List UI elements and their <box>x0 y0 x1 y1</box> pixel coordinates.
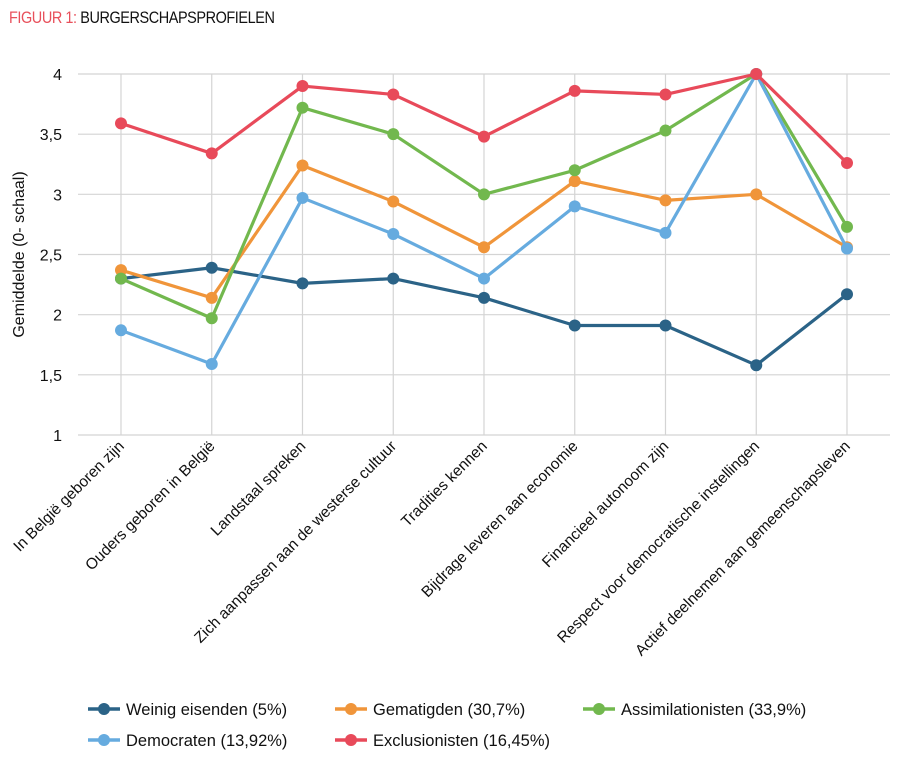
data-point <box>841 157 853 170</box>
legend-swatch-marker <box>345 734 357 746</box>
data-point <box>750 68 763 80</box>
x-tick-label: Landstaal spreken <box>208 438 310 540</box>
y-tick-label: 3,5 <box>40 127 62 144</box>
data-point <box>387 195 400 208</box>
data-point <box>478 188 490 201</box>
y-axis-label: Gemiddelde (0- schaal) <box>11 171 28 337</box>
y-tick-label: 3 <box>53 187 62 204</box>
data-point <box>750 188 763 201</box>
data-point <box>115 264 127 277</box>
legend-label: Gematigden (30,7%) <box>373 701 525 719</box>
legend-label: Democraten (13,92%) <box>126 732 287 750</box>
data-point <box>205 291 218 304</box>
legend-swatch-marker <box>98 703 110 715</box>
figure-title-text: BURGERSCHAPSPROFIELEN <box>80 8 275 27</box>
y-tick-label: 1 <box>53 428 62 445</box>
figure-prefix: FIGUUR 1: <box>9 8 77 27</box>
data-point <box>205 358 218 371</box>
data-point <box>478 130 490 143</box>
data-point <box>659 88 672 101</box>
data-point <box>478 272 490 285</box>
data-point <box>478 291 490 304</box>
data-point <box>568 319 581 332</box>
y-tick-label: 2,5 <box>40 248 62 265</box>
legend-swatch-marker <box>593 703 605 715</box>
data-point <box>659 226 672 239</box>
x-tick-label: Actief deelnemen aan gemeenschapsleven <box>632 438 854 660</box>
data-point <box>387 128 400 141</box>
data-point <box>205 147 218 160</box>
data-point <box>387 88 400 101</box>
data-point <box>659 124 672 137</box>
x-tick-label: Tradities kennen <box>398 438 491 531</box>
data-point <box>205 312 218 325</box>
data-point <box>841 288 853 301</box>
figure-title: FIGUUR 1: BURGERSCHAPSPROFIELEN <box>9 8 275 28</box>
y-tick-label: 2 <box>53 308 62 325</box>
x-tick-label: Bijdrage leveren aan economie <box>418 438 581 601</box>
x-tick-label: Zich aanpassen aan de westerse cultuur <box>191 438 400 647</box>
legend-swatch-marker <box>98 734 110 746</box>
y-tick-label: 4 <box>53 67 62 84</box>
data-point <box>296 191 309 204</box>
data-point <box>478 241 490 254</box>
data-point <box>841 220 853 233</box>
legend-label: Weinig eisenden (5%) <box>126 701 287 719</box>
y-tick-label: 1,5 <box>40 368 62 385</box>
data-point <box>568 200 581 213</box>
data-point <box>841 242 853 255</box>
data-point <box>115 272 127 285</box>
data-point <box>205 261 218 274</box>
legend-label: Exclusionisten (16,45%) <box>373 732 550 750</box>
data-point <box>568 175 581 188</box>
data-point <box>387 272 400 285</box>
x-tick-label: Respect voor democratische instellingen <box>554 438 763 647</box>
legend-swatch-marker <box>345 703 357 715</box>
data-point <box>568 164 581 177</box>
data-point <box>115 117 127 130</box>
data-point <box>568 84 581 97</box>
data-point <box>750 359 763 372</box>
data-point <box>296 80 309 93</box>
data-point <box>659 194 672 207</box>
legend-label: Assimilationisten (33,9%) <box>621 701 806 719</box>
data-point <box>659 319 672 332</box>
data-point <box>296 101 309 114</box>
data-point <box>296 159 309 172</box>
data-point <box>115 324 127 337</box>
data-point <box>387 228 400 241</box>
data-point <box>296 277 309 290</box>
